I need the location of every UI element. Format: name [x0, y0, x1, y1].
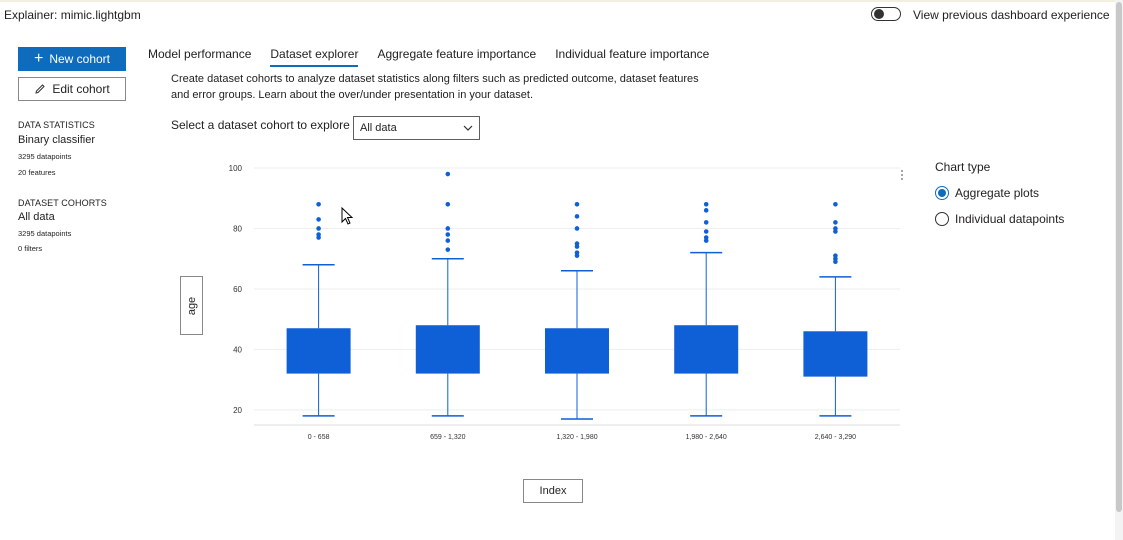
y-tick-label: 80 [233, 224, 242, 233]
tab-aggregate-feature-importance[interactable]: Aggregate feature importance [377, 47, 537, 61]
plus-icon: + [33, 50, 44, 67]
new-cohort-button[interactable]: + New cohort [18, 47, 126, 71]
datapoints-count: 3295 datapoints [18, 152, 72, 161]
outlier-point [833, 220, 838, 225]
outlier-point [574, 253, 580, 258]
radio-aggregate-plots[interactable] [935, 186, 949, 200]
chart-menu-dot [901, 178, 903, 180]
outlier-point [703, 220, 709, 225]
box-iqr [674, 325, 739, 374]
previous-experience-toggle[interactable] [871, 7, 901, 21]
cohort-dropdown-value: All data [360, 122, 397, 134]
outlier-point [703, 238, 709, 243]
y-tick-label: 40 [233, 345, 242, 354]
data-statistics-heading: DATA STATISTICS [18, 120, 95, 130]
y-tick-label: 20 [233, 406, 242, 415]
chevron-down-icon [463, 125, 473, 131]
outlier-point [445, 247, 451, 252]
cohort-datapoints: 3295 datapoints [18, 229, 72, 238]
classifier-type: Binary classifier [18, 134, 96, 146]
box-plot-chart: 20 40 60 80 100 0 - 658 659 - 1,320 1,320 - 1,9… [229, 164, 903, 441]
tab-dataset-explorer[interactable]: Dataset explorer [270, 47, 359, 67]
edit-cohort-label: Edit cohort [52, 82, 110, 96]
y-tick-label: 60 [233, 285, 242, 294]
x-tick-label: 659 - 1,320 [430, 434, 466, 441]
y-axis-selector-button[interactable]: age [180, 276, 203, 335]
outlier-point [445, 201, 451, 207]
outlier-point [316, 226, 321, 231]
outlier-point [703, 229, 709, 234]
outlier-point [445, 238, 451, 243]
outlier-point [316, 235, 321, 240]
individual-datapoints-label: Individual datapoints [955, 212, 1065, 226]
outlier-point [833, 229, 838, 234]
chart-menu-dot [901, 174, 903, 176]
cohort-filters: 0 filters [18, 244, 43, 253]
chart-menu-dot [901, 170, 903, 172]
edit-cohort-button[interactable]: Edit cohort [18, 77, 126, 101]
y-axis-label: age [185, 296, 198, 315]
outlier-point [574, 214, 580, 219]
features-count: 20 features [18, 168, 56, 177]
box-iqr [286, 328, 351, 374]
previous-experience-label: View previous dashboard experience [913, 8, 1110, 22]
tab-model-performance[interactable]: Model performance [148, 47, 252, 61]
outlier-point [445, 226, 451, 231]
pencil-icon [35, 84, 46, 94]
radio-selected-dot [938, 189, 946, 197]
description-line-1: Create dataset cohorts to analyze datase… [171, 73, 699, 85]
outlier-point [316, 217, 321, 222]
x-tick-label: 0 - 658 [308, 434, 330, 441]
description-line-2: and error groups. Learn about the over/u… [171, 89, 534, 101]
x-tick-label: 2,640 - 3,290 [815, 434, 856, 441]
box-iqr [545, 328, 609, 374]
outlier-point [833, 201, 838, 207]
box-iqr [803, 331, 868, 377]
page-scrollbar[interactable] [1115, 0, 1123, 540]
outlier-point [703, 208, 709, 213]
y-tick-label: 100 [229, 164, 243, 173]
cohort-select-label: Select a dataset cohort to explore [171, 118, 350, 132]
chart-type-title: Chart type [935, 160, 991, 174]
outlier-point [574, 244, 580, 249]
cohort-name: All data [18, 211, 55, 223]
dataset-cohorts-heading: DATASET COHORTS [18, 198, 107, 208]
tab-individual-feature-importance[interactable]: Individual feature importance [555, 47, 710, 61]
x-tick-label: 1,980 - 2,640 [686, 434, 727, 441]
box-iqr [415, 325, 480, 374]
outlier-point [445, 232, 451, 237]
mouse-cursor-icon [341, 207, 354, 225]
new-cohort-label: New cohort [49, 52, 111, 66]
top-accent-line [0, 0, 1123, 2]
outlier-point [574, 226, 580, 231]
outlier-point [574, 201, 580, 207]
toggle-knob [874, 9, 884, 19]
tab-bar: Model performance Dataset explorer Aggre… [148, 47, 728, 67]
cohort-dropdown[interactable]: All data [353, 116, 480, 140]
x-axis-selector-button[interactable]: Index [523, 479, 583, 503]
x-axis-label: Index [539, 485, 567, 497]
outlier-point [316, 201, 321, 207]
x-tick-label: 1,320 - 1,980 [556, 434, 597, 441]
outlier-point [445, 171, 451, 177]
description: Create dataset cohorts to analyze datase… [171, 71, 751, 103]
outlier-point [833, 259, 838, 265]
scrollbar-thumb[interactable] [1116, 2, 1122, 512]
aggregate-plots-label: Aggregate plots [955, 186, 1040, 200]
radio-individual-datapoints[interactable] [935, 212, 949, 226]
outlier-point [703, 201, 709, 207]
explainer-title: Explainer: mimic.lightgbm [4, 8, 141, 22]
